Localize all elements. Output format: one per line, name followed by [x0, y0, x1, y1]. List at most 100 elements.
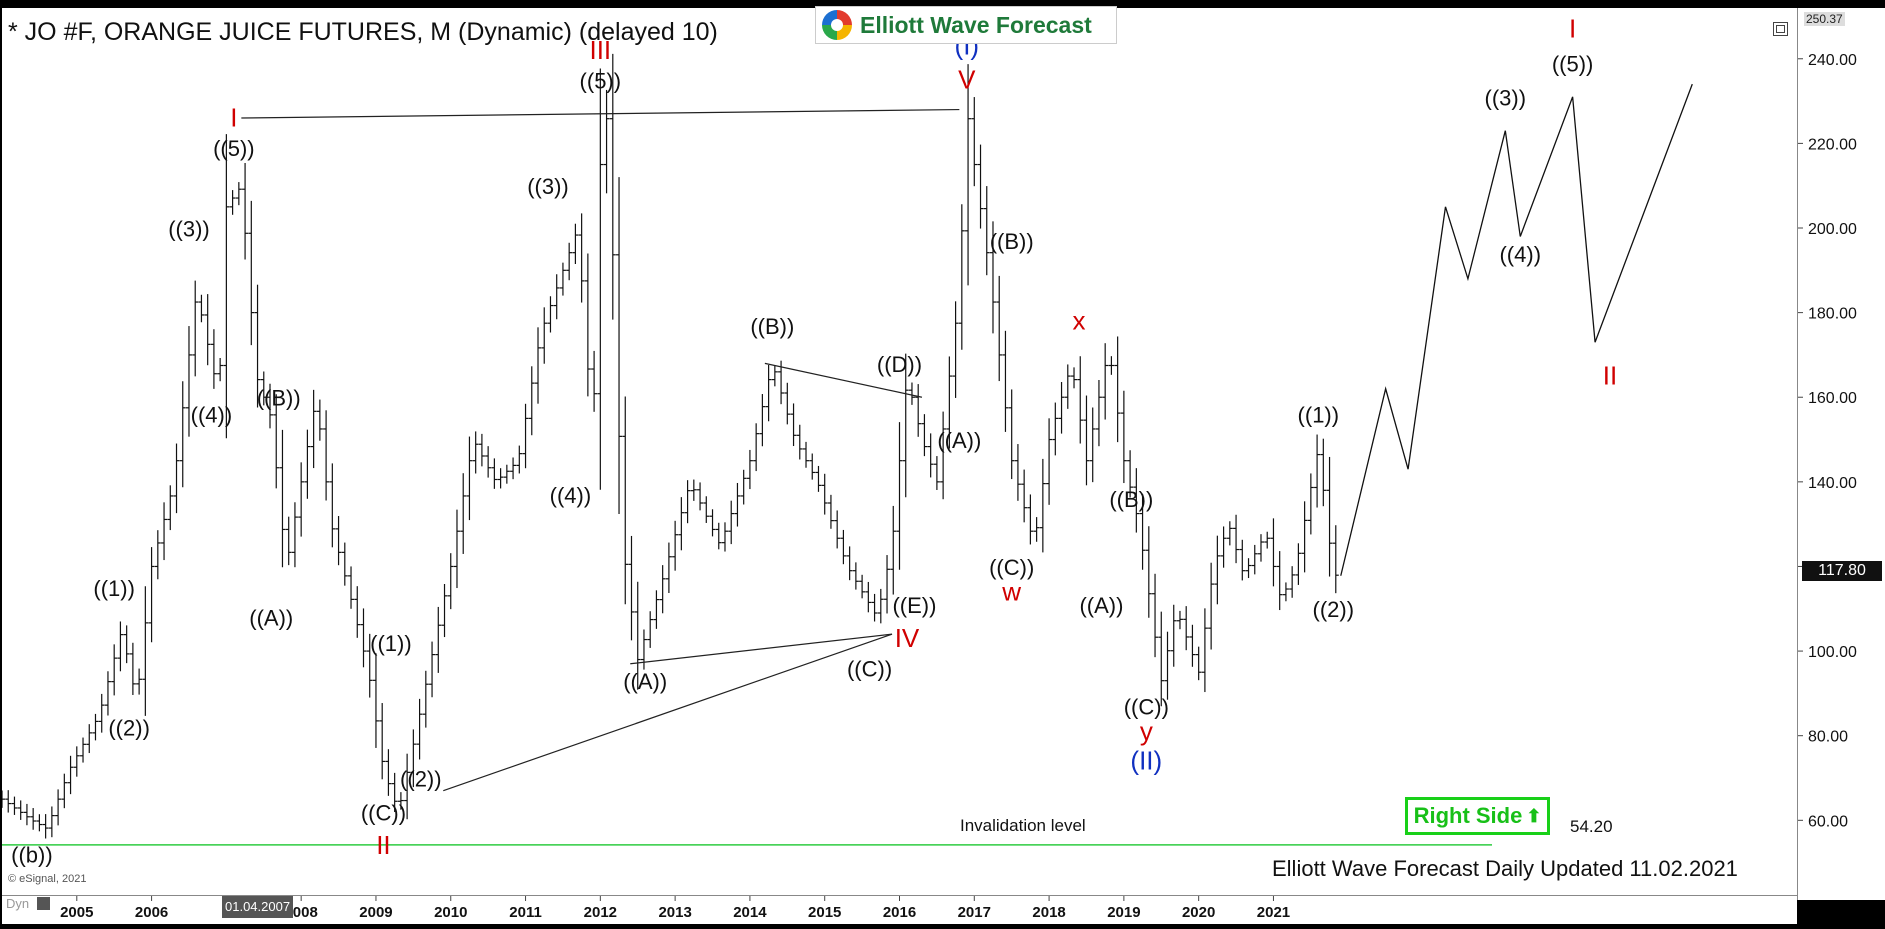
- price-axis[interactable]: 60.0080.00100.00120.00140.00160.00180.00…: [1797, 8, 1885, 900]
- time-axis[interactable]: 2005 2006 2008 2009 2010 2011 2012 2013 2014 2015…: [2, 895, 1797, 924]
- x-tick-label: 2018: [1032, 904, 1065, 921]
- wave-label: ((C)): [1124, 695, 1169, 720]
- plot-area[interactable]: ((b)) I ((5)) ((3)) ((4)) ((1)) ((2)) ((B)) ((A)…: [2, 8, 1797, 900]
- x-tick-label: 2013: [658, 904, 691, 921]
- wave-label: x: [1073, 306, 1086, 336]
- ohlc-bar: [11, 796, 18, 815]
- ohlc-bar: [2, 790, 5, 808]
- y-tick-label: 240.00: [1808, 52, 1857, 69]
- ohlc-bar: [647, 611, 654, 648]
- ohlc-bar: [1226, 521, 1233, 546]
- ohlc-bar: [1014, 444, 1021, 501]
- ohlc-bar: [640, 629, 647, 670]
- ohlc-bar: [1008, 389, 1015, 480]
- ohlc-bar: [1158, 611, 1165, 707]
- ohlc-bars: [2, 53, 1339, 839]
- wave-label: w: [1001, 576, 1021, 606]
- update-footer: Elliott Wave Forecast Daily Updated 11.0…: [1272, 856, 1738, 881]
- ohlc-bar: [1102, 343, 1109, 420]
- x-tick-label: 2005: [60, 904, 93, 921]
- ohlc-bar: [890, 505, 897, 595]
- ohlc-bar: [173, 443, 180, 514]
- ohlc-bar: [659, 565, 666, 614]
- ohlc-bar: [516, 445, 523, 474]
- x-tick-label: 2017: [958, 904, 991, 921]
- ohlc-bar: [1282, 582, 1289, 602]
- ohlc-bar: [1095, 380, 1102, 447]
- x-tick-label: 2014: [733, 904, 767, 921]
- ohlc-bar: [834, 510, 841, 549]
- trendline-triangle-lower: [630, 633, 893, 665]
- ohlc-bar: [1295, 543, 1302, 585]
- ohlc-bar: [821, 473, 828, 515]
- x-tick-label: 2006: [135, 904, 168, 921]
- ohlc-bar: [884, 555, 891, 614]
- ohlc-bar: [260, 371, 267, 406]
- ohlc-bar: [684, 480, 691, 524]
- ohlc-bar: [422, 670, 429, 728]
- ohlc-bar: [697, 482, 704, 511]
- price-chart[interactable]: ((b)) I ((5)) ((3)) ((4)) ((1)) ((2)) ((B)) ((A)…: [2, 8, 1797, 900]
- wave-label: IV: [895, 623, 920, 653]
- ohlc-bar: [192, 280, 199, 377]
- wave-label: ((2)): [108, 716, 150, 741]
- ohlc-bar: [871, 593, 878, 622]
- y-tick-label: 80.00: [1808, 729, 1848, 746]
- ohlc-bar: [690, 479, 697, 501]
- ohlc-bar: [48, 806, 55, 838]
- ohlc-bar: [1239, 539, 1246, 581]
- ohlc-bar: [410, 729, 417, 788]
- ohlc-bar: [460, 473, 467, 554]
- dyn-toggle-icon[interactable]: [37, 897, 50, 910]
- ohlc-bar: [304, 429, 311, 499]
- ohlc-bar: [316, 399, 323, 441]
- ohlc-bar: [989, 221, 996, 334]
- ohlc-bar: [1314, 434, 1321, 508]
- ohlc-bar: [908, 382, 915, 405]
- y-tick-label: 180.00: [1808, 306, 1857, 323]
- maximize-icon[interactable]: [1773, 22, 1788, 36]
- ohlc-bar: [603, 89, 610, 194]
- ohlc-bar: [815, 465, 822, 492]
- ohlc-bar: [616, 177, 623, 514]
- ohlc-bar: [946, 356, 953, 449]
- ohlc-bar: [584, 253, 591, 397]
- dyn-label: Dyn: [6, 896, 30, 911]
- ohlc-bar: [198, 294, 205, 323]
- ohlc-bar: [609, 53, 616, 320]
- y-tick-label: 200.00: [1808, 221, 1857, 238]
- trendline-long-support: [443, 633, 893, 792]
- ohlc-bar: [940, 411, 947, 500]
- ohlc-bar: [354, 586, 361, 638]
- ohlc-bar: [1108, 356, 1115, 375]
- ohlc-bar: [167, 485, 174, 531]
- ohlc-bar: [92, 713, 99, 741]
- cursor-date-badge: 01.04.2007: [222, 896, 294, 918]
- ohlc-bar: [1033, 517, 1040, 542]
- arrow-up-icon: ⬆: [1526, 805, 1542, 826]
- last-price-badge: 117.80: [1802, 561, 1882, 581]
- ohlc-bar: [1301, 501, 1308, 573]
- ohlc-bar: [142, 586, 149, 716]
- ohlc-bar: [902, 353, 909, 498]
- ohlc-bar: [1027, 494, 1034, 545]
- wave-label: ((1)): [93, 576, 135, 601]
- ohlc-bar: [1021, 469, 1028, 523]
- ohlc-bar: [840, 529, 847, 565]
- ohlc-bar: [1320, 438, 1327, 507]
- wave-label: ((C)): [847, 656, 892, 681]
- ohlc-bar: [478, 433, 485, 467]
- ohlc-bar: [859, 574, 866, 599]
- price-axis-ticks: 60.0080.00100.00120.00140.00160.00180.00…: [1798, 52, 1857, 830]
- ohlc-bar: [1332, 525, 1339, 594]
- trendline-top-line: [241, 108, 960, 119]
- invalidation-label: Invalidation level: [960, 816, 1086, 835]
- ohlc-bar: [1257, 534, 1264, 562]
- ohlc-bar: [846, 546, 853, 581]
- ohlc-bar: [129, 642, 136, 695]
- ohlc-bar: [1089, 407, 1096, 483]
- ohlc-bar: [61, 773, 68, 809]
- ohlc-bar: [522, 403, 529, 469]
- right-side-button[interactable]: Right Side ⬆: [1405, 797, 1550, 835]
- wave-label: ((3)): [168, 216, 210, 241]
